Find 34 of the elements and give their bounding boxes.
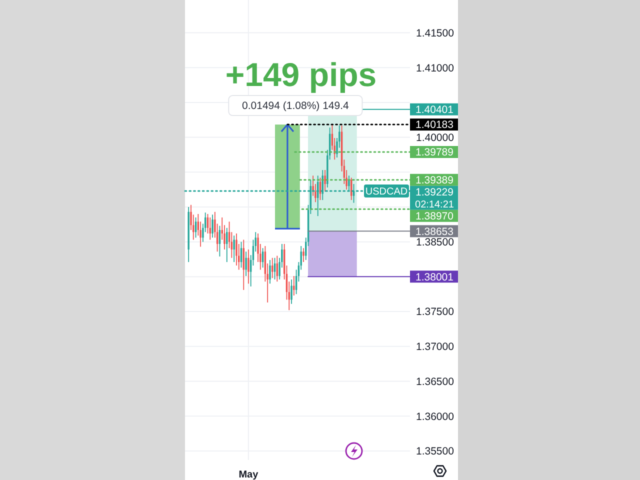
ref-line-label: 1.39389 xyxy=(416,174,454,187)
text: 02:14:21 xyxy=(415,199,454,210)
candlestick xyxy=(302,248,304,263)
y-tick-label: 1.38500 xyxy=(416,236,454,249)
candlestick xyxy=(212,214,214,238)
y-tick-label: 1.37500 xyxy=(416,306,454,318)
ref-line-label: 1.38653 xyxy=(416,226,454,238)
candlestick xyxy=(245,251,247,276)
text: +149 pips xyxy=(225,56,377,93)
ref-line-label: 1.38001 xyxy=(416,271,454,284)
candlestick xyxy=(272,257,274,279)
x-tick-label: May xyxy=(238,470,259,480)
band-label: 0.01494 (1.08%) 149.4 xyxy=(242,100,350,112)
ref-line-label: 1.39789 xyxy=(416,146,454,159)
ref-line-label: 1.40183 xyxy=(416,119,454,132)
y-tick-label: 1.35500 xyxy=(416,446,454,458)
ref-line-label: 1.38970 xyxy=(416,210,454,223)
y-tick-label: 1.41500 xyxy=(416,27,454,40)
y-tick-label: 1.41000 xyxy=(416,62,454,74)
y-tick-label: 1.37000 xyxy=(416,341,454,354)
candlestick xyxy=(269,260,271,284)
y-tick-label: 1.40000 xyxy=(416,132,454,144)
candlestick xyxy=(293,276,295,296)
series-label: USDCAD xyxy=(365,186,408,198)
candlestick xyxy=(236,233,238,266)
ref-line-label: 1.39229 xyxy=(416,186,454,199)
candlestick xyxy=(233,235,235,263)
y-tick-label: 1.36000 xyxy=(416,410,454,423)
y-tick-label: 1.36500 xyxy=(416,376,454,388)
candlestick xyxy=(324,170,326,192)
candlestick xyxy=(248,249,250,284)
ref-line-label: 1.40401 xyxy=(416,104,454,116)
candlestick xyxy=(226,227,228,263)
candlestick xyxy=(290,279,292,304)
